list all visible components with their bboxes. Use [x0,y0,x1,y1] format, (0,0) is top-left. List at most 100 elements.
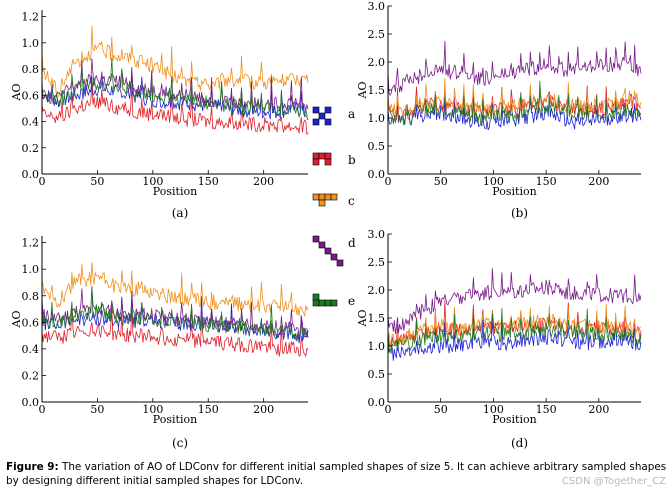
y-tick-label: 0.0 [22,396,40,409]
series-line-c [41,25,309,97]
series-line-b [387,85,642,122]
legend-item-e: e [312,293,355,308]
y-tick-label: 1.5 [368,84,386,97]
x-tick-label: 0 [385,175,392,188]
x-axis-label: Position [153,185,197,198]
series-line-a [387,315,642,361]
legend-shape-cell [312,118,320,126]
legend-key: b [348,153,356,167]
watermark: CSDN @Together_CZ [561,476,666,487]
panel-label: (a) [172,206,189,220]
legend-key: e [348,294,355,308]
legend-shape-cell [324,247,332,255]
y-tick-label: 0.4 [22,116,40,129]
x-axis-label: Position [492,413,536,426]
y-axis-label: AO [356,310,369,328]
legend-shape-cell [312,152,320,160]
legend-shape-cell [324,193,332,201]
series-line-d [41,58,309,112]
legend-shape-cell [312,235,320,243]
series-line-d [387,268,642,335]
legend-shape-cell [318,199,326,207]
y-tick-label: 2.0 [368,284,386,297]
panel-label: (d) [511,436,528,450]
legend-key: d [348,236,356,250]
y-tick-label: 2.0 [368,56,386,69]
legend-shape-cell [318,152,326,160]
y-tick-label: 2.5 [368,256,386,269]
chart-panel-c: 0.0 0.2 0.4 0.6 0.8 1.0 1.2 0 50 100 150 200 Positio… [10,236,309,450]
legend-shape-cell [312,106,320,114]
x-tick-label: 100 [142,403,163,416]
chart-panel-a: 0.0 0.2 0.4 0.6 0.8 1.0 1.2 0 50 100 150 200 Positio… [10,10,309,220]
x-tick-label: 100 [142,175,163,188]
y-tick-label: 0.8 [22,290,40,303]
x-tick-label: 100 [483,403,504,416]
legend-shape-cell [324,118,332,126]
y-tick-label: 3.0 [368,228,386,241]
x-tick-label: 200 [588,403,609,416]
x-tick-label: 200 [253,175,274,188]
x-tick-label: 50 [90,403,104,416]
series-line-a [41,295,309,344]
y-tick-label: 0.5 [368,140,386,153]
legend-shape-cell [312,158,320,166]
shape-legend: a b c d e [312,106,356,308]
y-tick-label: 0.0 [368,396,386,409]
panel-label: (c) [172,436,188,450]
legend-shape-cell [312,299,320,307]
x-tick-label: 150 [198,175,219,188]
y-axis-label: AO [10,311,23,329]
x-tick-label: 100 [483,175,504,188]
x-axis-label: Position [153,413,197,426]
legend-shape-cell [330,253,338,261]
legend-shape-cell [330,193,338,201]
x-tick-label: 150 [536,175,557,188]
y-tick-label: 0.0 [22,168,40,181]
legend-item-d: d [312,235,356,267]
x-axis-label: Position [492,185,536,198]
legend-item-b: b [312,152,356,167]
legend-item-a: a [312,106,355,126]
series-line-e [387,80,642,126]
series-line-e [387,307,642,355]
x-tick-label: 150 [198,403,219,416]
figure-caption: Figure 9: The variation of AO of LDConv … [6,460,668,488]
caption-label: Figure 9: [6,461,59,473]
y-tick-label: 0.4 [22,343,40,356]
y-tick-label: 1.5 [368,312,386,325]
legend-shape-cell [324,158,332,166]
x-tick-label: 150 [536,403,557,416]
y-tick-label: 0.5 [368,368,386,381]
series-line-a [387,91,642,131]
y-tick-label: 0.6 [22,316,40,329]
legend-shape-cell [324,299,332,307]
legend-shape-cell [336,259,344,267]
x-tick-label: 200 [588,175,609,188]
legend-shape-cell [324,152,332,160]
legend-key: c [348,194,355,208]
series-line-d [387,40,642,96]
y-tick-label: 1.2 [22,11,40,24]
y-tick-label: 2.5 [368,28,386,41]
series-line-c [41,262,309,317]
legend-shape-cell [324,106,332,114]
x-tick-label: 0 [39,403,46,416]
x-tick-label: 50 [90,175,104,188]
series-line-e [41,285,309,341]
caption-text: The variation of AO of LDConv for differ… [6,461,667,487]
legend-item-c: c [312,193,355,208]
legend-shape-cell [312,293,320,301]
y-tick-label: 1.2 [22,237,40,250]
y-tick-label: 1.0 [368,340,386,353]
y-tick-label: 0.8 [22,63,40,76]
y-tick-label: 1.0 [22,263,40,276]
legend-shape-cell [312,193,320,201]
x-tick-label: 200 [253,403,274,416]
y-tick-label: 3.0 [368,0,386,13]
x-tick-label: 0 [385,403,392,416]
series-line-b [41,82,309,135]
legend-shape-cell [318,193,326,201]
x-tick-label: 50 [434,175,448,188]
